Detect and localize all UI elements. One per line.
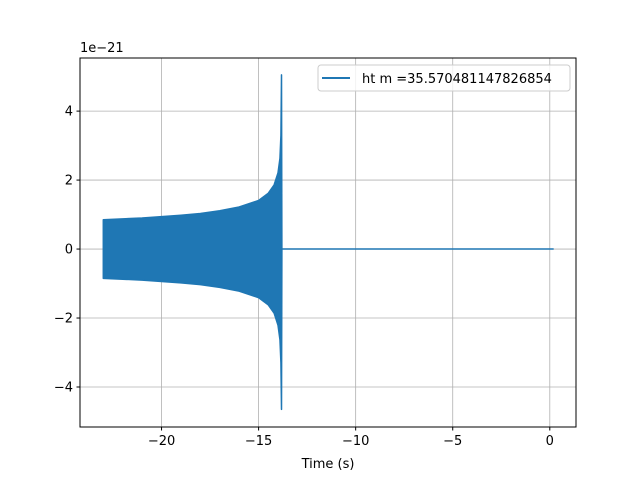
x-tick-label: −10: [342, 434, 369, 449]
x-axis-label: Time (s): [301, 457, 355, 472]
y-offset-text: 1e−21: [80, 41, 124, 56]
y-tick-label: 4: [65, 105, 73, 120]
y-tick-label: 2: [65, 174, 73, 189]
axes-frame: [79, 57, 577, 428]
legend-box: [317, 64, 571, 92]
y-tick-label: −2: [54, 312, 73, 327]
waveform-chirp: [102, 74, 283, 411]
y-tick-label: −4: [54, 380, 73, 395]
plot-area: [102, 74, 554, 411]
x-tick-label: −5: [443, 434, 462, 449]
x-tick-label: −15: [245, 434, 272, 449]
x-tick-label: −20: [148, 434, 175, 449]
legend-label: ht m =35.570481147826854: [362, 72, 552, 87]
y-tick-label: 0: [65, 243, 73, 258]
x-tick-label: 0: [546, 434, 554, 449]
legend: ht m =35.570481147826854: [317, 64, 571, 92]
